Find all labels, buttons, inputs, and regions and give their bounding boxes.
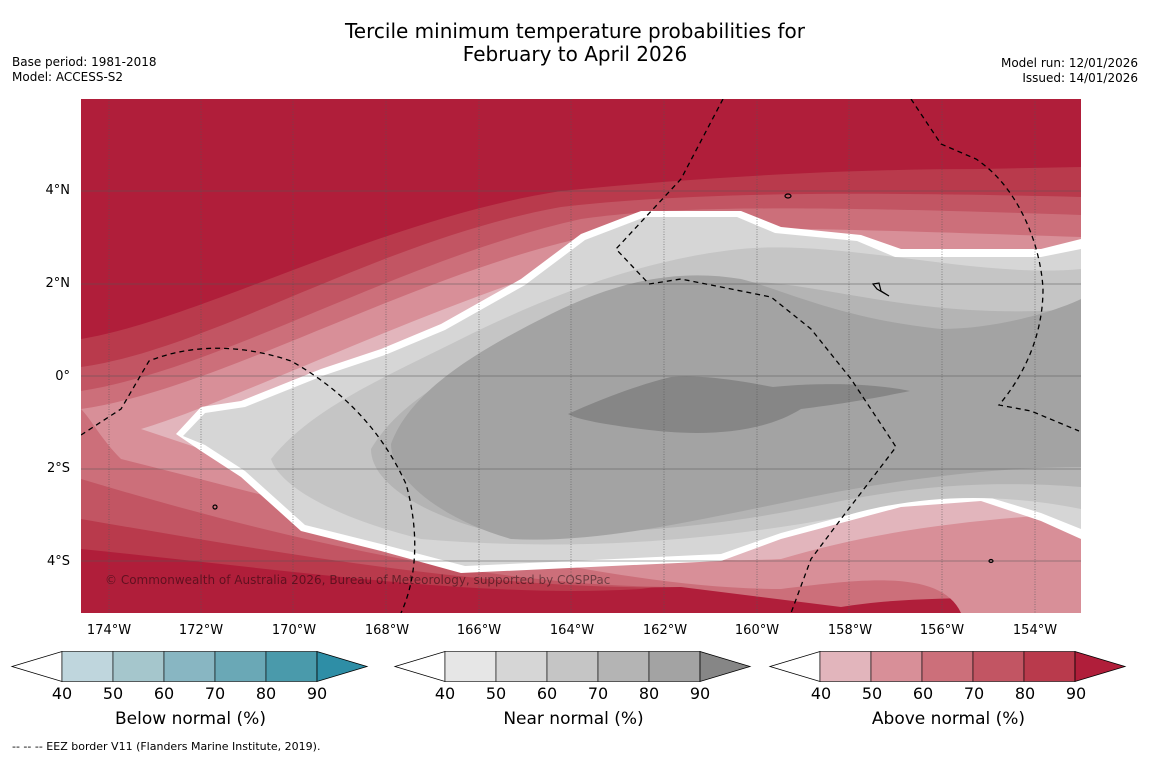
legend-near-bar [393, 650, 752, 683]
legend-near [393, 650, 752, 683]
legend-near-tick: 90 [689, 684, 711, 703]
islands [212, 193, 994, 564]
eez-borders [81, 99, 1080, 613]
eez-footnote: -- -- -- EEZ border V11 (Flanders Marine… [12, 740, 321, 753]
legend-below-bar [10, 650, 369, 683]
legend-swatch [972, 651, 1025, 682]
legend-swatch [112, 651, 165, 682]
title-line-1: Tercile minimum temperature probabilitie… [344, 19, 806, 43]
model-name: Model: ACCESS-S2 [12, 70, 124, 84]
legend-swatch [265, 651, 318, 682]
legend-above-tick: 70 [963, 684, 985, 703]
legend-near-title: Near normal (%) [503, 709, 644, 729]
legend-swatch [1023, 651, 1076, 682]
legend-swatch [546, 651, 599, 682]
legend-swatch [163, 651, 216, 682]
legend-near-tick: 50 [485, 684, 507, 703]
lon-label-158w: 158°W [827, 623, 873, 638]
lon-label-172w: 172°W [178, 623, 224, 638]
meta-right: Model run: 12/01/2026 Issued: 14/01/2026 [1001, 56, 1138, 86]
legend-swatch [597, 651, 650, 682]
legend-swatch [819, 651, 872, 682]
legend-near-tick: 70 [587, 684, 609, 703]
legend-above [768, 650, 1127, 683]
legend-near-tick: 40 [434, 684, 456, 703]
map-title: Tercile minimum temperature probabilitie… [0, 20, 1150, 66]
legend-swatch [61, 651, 114, 682]
lon-label-168w: 168°W [364, 623, 410, 638]
lon-label-174w: 174°W [86, 623, 132, 638]
base-period: Base period: 1981-2018 [12, 55, 157, 69]
meta-left: Base period: 1981-2018 Model: ACCESS-S2 [12, 55, 157, 85]
legend-below-tick: 70 [204, 684, 226, 703]
legend-below-tick: 90 [306, 684, 328, 703]
lon-label-166w: 166°W [456, 623, 502, 638]
legend-above-tick: 40 [810, 684, 832, 703]
legend-above-title: Above normal (%) [871, 709, 1026, 729]
legend-high-extension [1074, 650, 1127, 683]
legend-near-tick: 60 [536, 684, 558, 703]
lat-label-4n: 4°N [45, 183, 71, 198]
legend-above-tick: 80 [1014, 684, 1036, 703]
lon-label-160w: 160°W [734, 623, 780, 638]
legend-swatch [444, 651, 497, 682]
legend-low-extension [393, 650, 446, 683]
lat-label-2n: 2°N [45, 276, 71, 291]
map-panel [81, 99, 1081, 613]
legend-low-extension [768, 650, 821, 683]
region-near-90 [568, 376, 910, 433]
map-svg [81, 99, 1081, 613]
lat-label-4s: 4°S [46, 554, 70, 569]
legend-swatch [495, 651, 548, 682]
legend-near-tick: 80 [638, 684, 660, 703]
model-run: Model run: 12/01/2026 [1000, 56, 1138, 70]
legend-swatch [870, 651, 923, 682]
legend-swatch [648, 651, 701, 682]
title-line-2: February to April 2026 [462, 42, 688, 66]
copyright-text: © Commonwealth of Australia 2026, Bureau… [105, 573, 611, 587]
lat-label-2s: 2°S [46, 461, 70, 476]
latitude-lines [81, 190, 1081, 562]
legend-swatch [214, 651, 267, 682]
lon-label-154w: 154°W [1012, 623, 1058, 638]
legend-below-tick: 60 [153, 684, 175, 703]
legend-low-extension [10, 650, 63, 683]
legend-high-extension [699, 650, 752, 683]
lon-label-162w: 162°W [642, 623, 688, 638]
legend-above-bar [768, 650, 1127, 683]
legend-above-tick: 50 [861, 684, 883, 703]
issued-date: Issued: 14/01/2026 [1022, 71, 1138, 85]
legend-swatch [921, 651, 974, 682]
graticule [108, 99, 1036, 613]
legend-below-title: Below normal (%) [115, 709, 266, 729]
legend-below-tick: 50 [102, 684, 124, 703]
lon-label-164w: 164°W [549, 623, 595, 638]
legend-below [10, 650, 369, 683]
legend-high-extension [316, 650, 369, 683]
legend-below-tick: 40 [51, 684, 73, 703]
lat-label-0: 0° [55, 369, 70, 384]
lon-label-170w: 170°W [271, 623, 317, 638]
legend-above-tick: 90 [1065, 684, 1087, 703]
legend-above-tick: 60 [912, 684, 934, 703]
lon-label-156w: 156°W [919, 623, 965, 638]
legend-below-tick: 80 [255, 684, 277, 703]
